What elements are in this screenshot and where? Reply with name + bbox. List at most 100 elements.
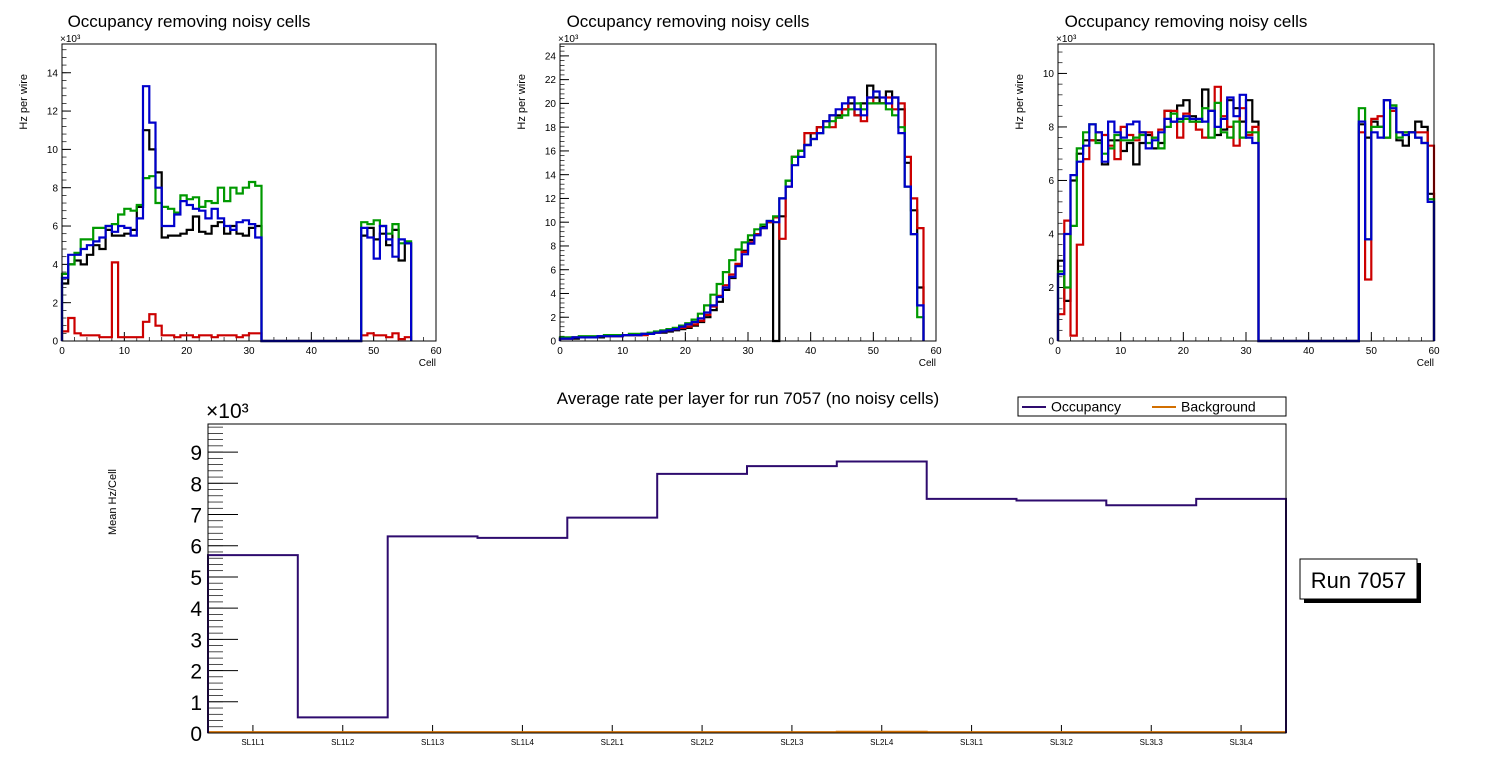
chart-title: Occupancy removing noisy cells [1065,12,1308,31]
x-tick-label: 60 [930,346,942,357]
y-tick-label: 0 [550,337,556,348]
run-label-box: Run 7057 [1299,558,1421,603]
chart-title: Average rate per layer for run 7057 (no … [557,389,939,408]
y-tick-label: 6 [550,265,556,276]
occupancy-plot-3: Occupancy removing noisy cells 0 2 4 6 8 10 ×10… [1014,12,1440,369]
y-tick-label: 6 [52,222,58,233]
x-tick-label: 50 [1366,346,1378,357]
x-axis-label: Cell [919,358,936,369]
plot-frame [207,423,1287,734]
y-tick-label: 5 [190,567,202,590]
y-tick-label: 4 [190,598,202,621]
occupancy-plot-2: Occupancy removing noisy cells 0 24 6 8 10 12 1… [516,12,942,369]
x-tick-label: 30 [742,346,754,357]
x-tick-label: 20 [680,346,692,357]
x-tick-label: 10 [1115,346,1127,357]
x-tick-label: SL1L4 [511,738,535,747]
x-tick-label: 10 [617,346,629,357]
x-tick-label: 50 [868,346,880,357]
x-tick-label: SL1L1 [241,738,265,747]
x-tick-label: SL3L3 [1140,738,1164,747]
y-tick-label: 9 [190,442,202,465]
x-tick-label: 40 [805,346,817,357]
y-tick-label: 2 [52,298,58,309]
occupancy-plot-1: Occupancy removing noisy cells 0 2 4 6 8 10 12 1… [18,12,442,369]
y-scale-label: ×10³ [206,400,249,423]
y-tick-label: 7 [190,505,202,528]
y-tick-label: 0 [52,337,58,348]
x-tick-label: SL1L2 [331,738,355,747]
x-axis-label: Cell [419,358,436,369]
plot-frame [61,43,437,342]
plot-frame [559,43,937,342]
y-tick-label: 8 [190,473,202,496]
x-tick-label: 10 [119,346,131,357]
series-line-occupancy [207,460,1287,733]
y-scale-label: ×10³ [1056,34,1077,45]
series-line-background [207,730,1287,734]
x-tick-label: SL3L4 [1230,738,1254,747]
series-line-blue [558,90,925,341]
legend-label: Background [1181,399,1256,415]
x-tick-label: 40 [1303,346,1315,357]
y-tick-label: 14 [545,170,557,181]
y-tick-label: 22 [545,75,557,86]
y-tick-label: 14 [47,68,59,79]
x-tick-label: SL2L4 [870,738,894,747]
series-line-green [60,175,413,343]
series-line-blue [1056,93,1436,343]
x-tick-label: SL3L2 [1050,738,1074,747]
y-axis-label: Hz per wire [1014,74,1026,130]
x-tick-label: 30 [1240,346,1252,357]
y-axis-label: Hz per wire [18,74,30,130]
y-tick-label: 4 [52,260,58,271]
series-line-blue [60,85,413,343]
y-axis-label: Mean Hz/Cell [107,469,119,535]
x-tick-label: SL2L2 [691,738,715,747]
x-tick-label: 60 [430,346,442,357]
plot-frame [1057,43,1435,342]
x-tick-label: 0 [1055,346,1061,357]
y-tick-label: 10 [47,145,59,156]
y-tick-label: 3 [190,629,202,652]
y-tick-label: 18 [545,123,557,134]
y-tick-label: 20 [545,99,557,110]
series-line-red [60,261,413,343]
y-tick-label: 8 [1048,123,1054,134]
y-tick-label: 2 [550,313,556,324]
y-tick-label: 10 [1043,69,1055,80]
y-tick-label: 12 [47,107,59,118]
y-tick-label: 2 [190,661,202,684]
chart-title: Occupancy removing noisy cells [68,12,311,31]
legend-label: Occupancy [1051,399,1121,415]
x-tick-label: SL2L1 [601,738,625,747]
y-tick-label: 12 [545,194,557,205]
x-tick-label: 20 [1178,346,1190,357]
x-tick-label: 40 [306,346,318,357]
x-tick-label: 20 [181,346,193,357]
y-tick-label: 16 [545,147,557,158]
y-scale-label: ×10³ [60,34,81,45]
y-tick-label: 0 [190,723,202,746]
y-tick-label: 0 [1048,337,1054,348]
run-label-text: Run 7057 [1311,568,1406,593]
chart-title: Occupancy removing noisy cells [567,12,810,31]
x-tick-label: 0 [557,346,563,357]
x-axis-label: Cell [1417,358,1434,369]
x-tick-label: 30 [243,346,255,357]
y-tick-label: 24 [545,51,557,62]
y-tick-label: 8 [550,242,556,253]
y-tick-label: 8 [52,183,58,194]
y-tick-label: 10 [545,218,557,229]
x-tick-label: 60 [1428,346,1440,357]
y-tick-label: 4 [1048,230,1054,241]
x-tick-label: SL2L3 [780,738,804,747]
average-rate-plot: Average rate per layer for run 7057 (no … [107,389,1287,747]
y-axis-label: Hz per wire [516,74,528,130]
run-label-frame [1299,558,1418,600]
x-tick-label: SL1L3 [421,738,445,747]
x-tick-label: 50 [368,346,380,357]
y-tick-label: 1 [190,692,202,715]
